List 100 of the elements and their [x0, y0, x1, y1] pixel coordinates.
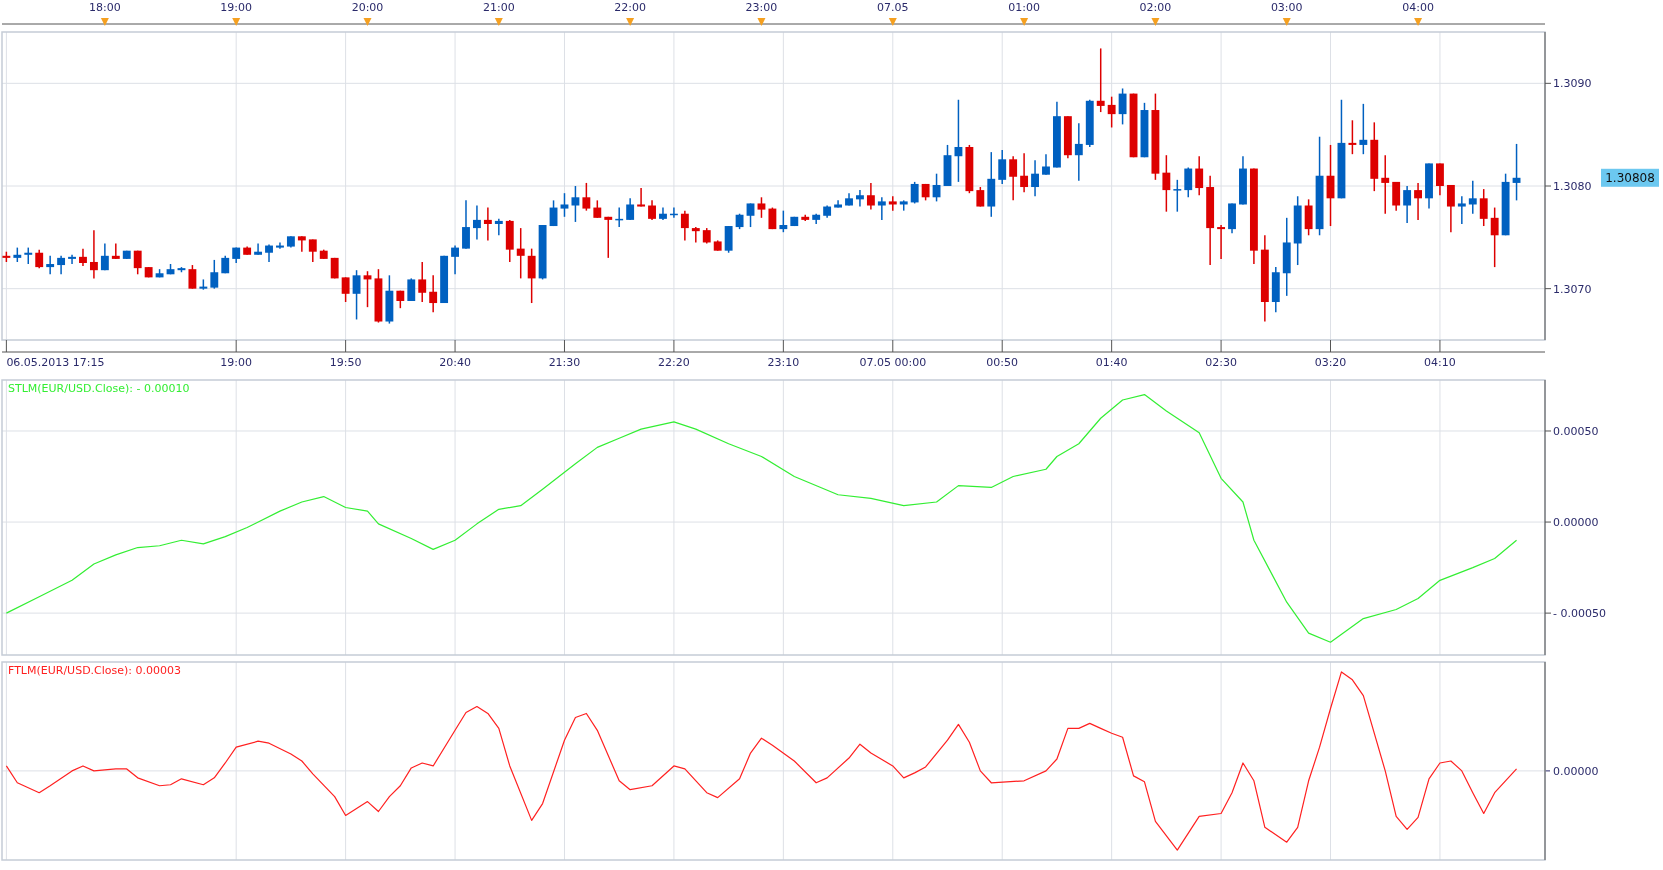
candlestick: [1118, 87, 1127, 126]
candlestick: [1020, 152, 1029, 193]
text: 1.30808: [1605, 170, 1655, 185]
x2-tick-label: 03:00: [1270, 1, 1303, 14]
candlestick: [473, 204, 481, 241]
x-tick-label: 21:30: [548, 356, 581, 369]
candlestick: [910, 181, 919, 205]
candlestick: [210, 259, 219, 290]
x2-tick-label: 21:00: [482, 1, 515, 14]
x-tick-label: 01:40: [1095, 356, 1128, 369]
candlestick: [856, 189, 864, 208]
candlestick: [418, 261, 427, 303]
candlestick: [637, 187, 646, 208]
candlestick: [276, 241, 284, 250]
x2-tick-label: 07.05: [877, 1, 909, 14]
candlestick: [111, 242, 120, 260]
candlestick: [779, 209, 788, 233]
x-tick-label: 04:10: [1424, 356, 1456, 369]
candlestick: [483, 206, 492, 242]
candlestick: [1446, 184, 1455, 233]
candlestick: [976, 186, 985, 208]
candlestick: [1162, 154, 1171, 213]
candlestick: [1392, 181, 1401, 212]
candlestick: [254, 242, 263, 256]
x2-tick-label: 23:00: [745, 1, 778, 14]
y-tick-label: 0.00000: [1553, 515, 1599, 529]
candlestick: [57, 255, 66, 276]
candlestick: [188, 264, 197, 290]
candlestick: [1381, 154, 1390, 215]
x2-tick-label: 01:00: [1008, 1, 1040, 14]
x-tick-label: 00:50: [986, 356, 1019, 369]
candlestick: [604, 216, 613, 259]
candlestick: [1348, 119, 1357, 155]
candlestick: [1217, 224, 1226, 260]
y-tick-label: 1.3090: [1553, 77, 1592, 91]
x2-tick-label: 18:00: [89, 1, 121, 14]
candlestick: [746, 202, 755, 228]
candlestick: [100, 242, 109, 271]
x-tick-label: 06.05.2013 17:15: [6, 356, 105, 369]
candlestick: [1479, 188, 1488, 227]
x-tick-label: 23:10: [767, 356, 800, 369]
candlestick: [1490, 206, 1499, 268]
candlestick: [68, 254, 76, 265]
candlestick: [757, 196, 766, 219]
candlestick: [1359, 103, 1368, 155]
candlestick: [1107, 95, 1116, 129]
candlestick: [462, 199, 470, 250]
candlestick: [680, 209, 689, 242]
candlestick: [866, 182, 875, 211]
y-tick-label: 1.3080: [1553, 179, 1592, 193]
candlestick: [582, 182, 591, 212]
x-tick-label: 07.05 00:00: [859, 356, 927, 369]
x2-tick-label: 02:00: [1139, 1, 1172, 14]
x2-tick-label: 04:00: [1402, 1, 1434, 14]
candlestick: [429, 274, 438, 314]
candlestick: [1457, 195, 1466, 225]
candlestick: [1403, 185, 1412, 224]
candlestick: [1173, 179, 1182, 213]
y-tick-label: 0.00050: [1553, 424, 1599, 438]
candlestick: [341, 276, 350, 303]
candlestick: [352, 269, 361, 321]
candlestick: [1009, 155, 1018, 202]
candlestick: [1042, 153, 1050, 176]
candlestick: [1468, 180, 1477, 215]
x2-tick-label: 19:00: [220, 1, 253, 14]
candlestick: [89, 229, 98, 280]
candlestick: [527, 247, 536, 304]
candlestick: [1184, 166, 1193, 199]
candlestick: [1074, 122, 1083, 182]
candlestick: [1414, 182, 1422, 221]
candlestick: [407, 277, 416, 302]
candlestick: [877, 196, 886, 221]
candlestick: [1195, 155, 1204, 196]
candlestick: [451, 244, 459, 276]
x2-tick-label: 22:00: [614, 1, 646, 14]
candlestick: [1031, 159, 1039, 198]
candlestick: [560, 192, 569, 218]
candlestick: [516, 227, 525, 280]
y-tick-label: - 0.00050: [1553, 606, 1606, 620]
candlestick: [691, 226, 700, 244]
candlestick: [571, 185, 580, 223]
candlestick: [626, 197, 635, 221]
x-tick-label: 03:20: [1314, 356, 1347, 369]
x-tick-label: 20:40: [439, 356, 471, 369]
candlestick: [1304, 198, 1313, 237]
chart-title: STLM(EUR/USD.Close): - 0.00010: [8, 382, 190, 395]
candlestick: [648, 199, 656, 221]
x-tick-label: 22:20: [658, 356, 690, 369]
y-tick-label: 1.3070: [1553, 282, 1592, 296]
candlestick: [35, 248, 44, 269]
line-series: [5, 393, 1518, 643]
candlestick: [998, 149, 1007, 185]
candlestick: [297, 235, 306, 253]
x2-tick-label: 20:00: [351, 1, 384, 14]
candlestick: [46, 255, 55, 276]
x-tick-label: 19:50: [329, 356, 362, 369]
candlestick: [308, 238, 317, 263]
x-tick-label: 02:30: [1205, 356, 1237, 369]
candlestick: [888, 195, 897, 212]
candlestick: [1436, 162, 1444, 196]
